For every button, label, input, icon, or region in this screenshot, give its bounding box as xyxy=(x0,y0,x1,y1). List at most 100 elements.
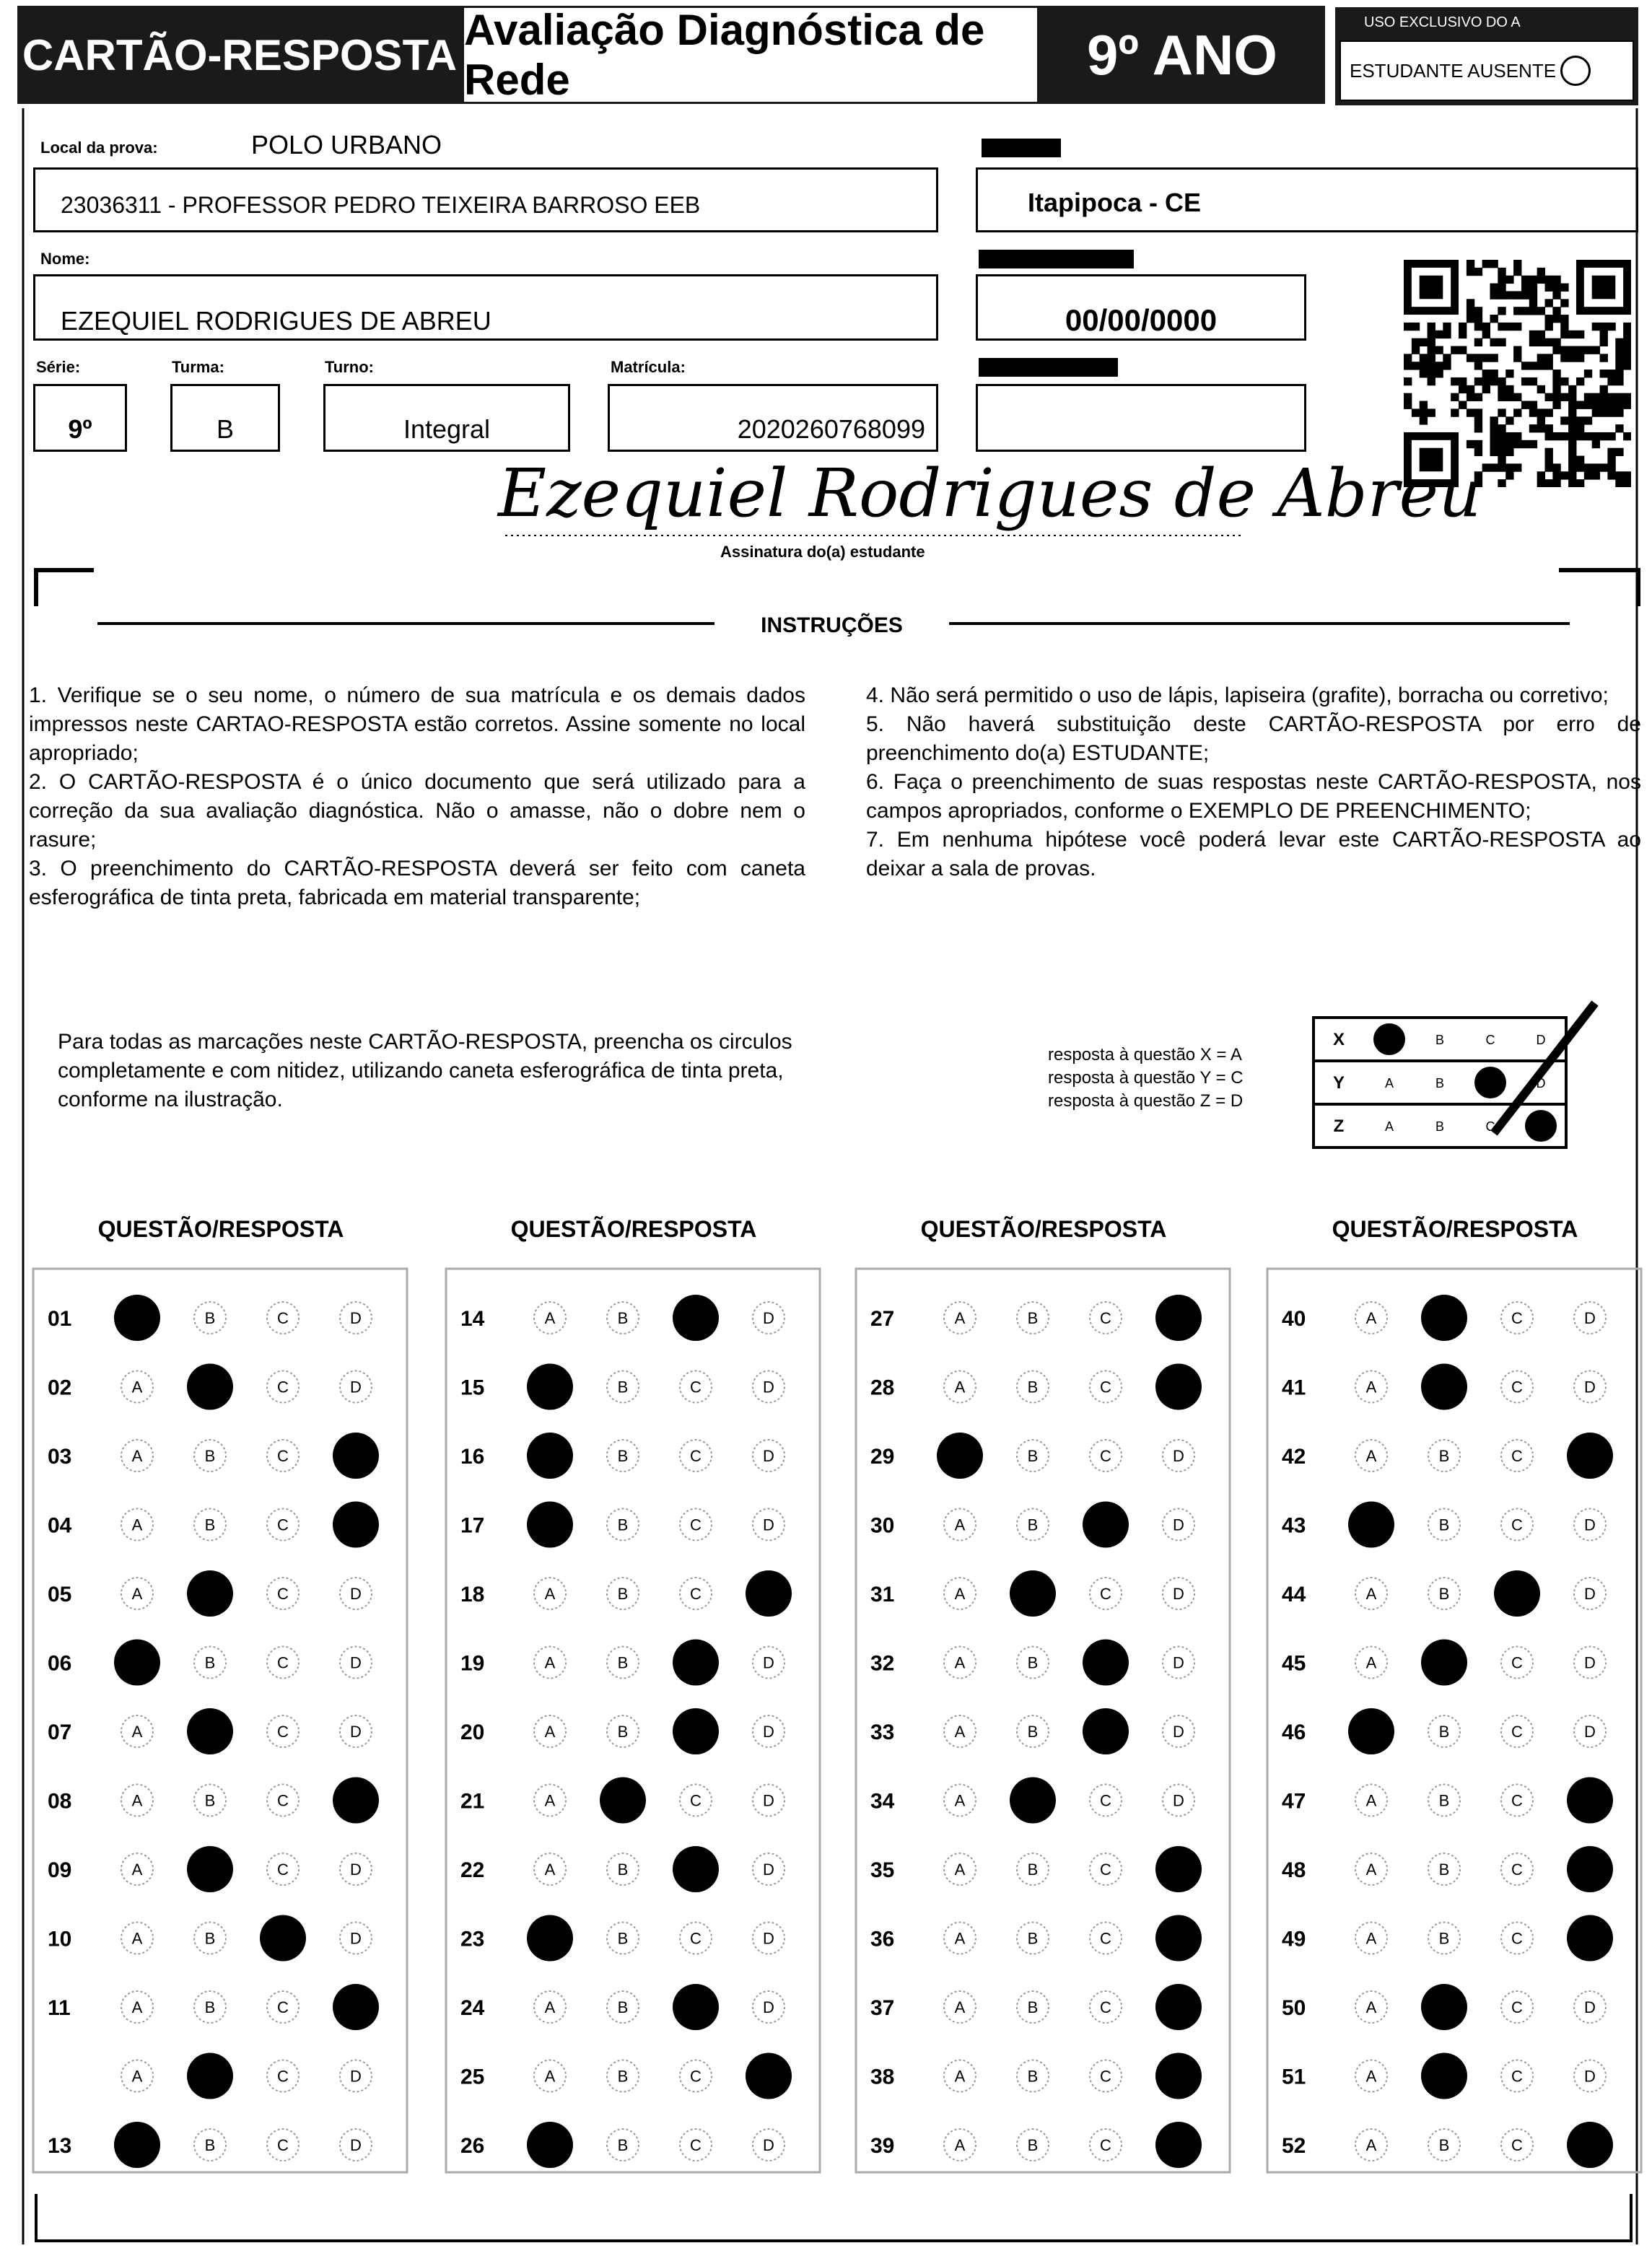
answer-bubble[interactable] xyxy=(533,1645,567,1679)
answer-bubble[interactable] xyxy=(193,1645,227,1679)
answer-bubble[interactable] xyxy=(679,1921,712,1955)
answer-bubble[interactable] xyxy=(1016,2128,1049,2161)
answer-bubble[interactable] xyxy=(1355,1921,1388,1955)
answer-bubble[interactable] xyxy=(1500,1990,1534,2024)
answer-bubble[interactable] xyxy=(606,1990,639,2024)
answer-bubble[interactable] xyxy=(1016,2059,1049,2093)
answer-bubble[interactable] xyxy=(533,1301,567,1334)
answer-bubble[interactable] xyxy=(752,1301,785,1334)
answer-bubble[interactable] xyxy=(606,1301,639,1334)
answer-bubble[interactable] xyxy=(679,1439,712,1472)
answer-bubble[interactable] xyxy=(1016,1439,1049,1472)
answer-bubble[interactable] xyxy=(1162,1645,1195,1679)
answer-bubble[interactable] xyxy=(1162,1577,1195,1610)
answer-bubble[interactable] xyxy=(943,1577,976,1610)
answer-bubble[interactable] xyxy=(121,1990,154,2024)
answer-bubble[interactable] xyxy=(606,1645,639,1679)
answer-bubble[interactable] xyxy=(1355,1853,1388,1886)
answer-bubble[interactable] xyxy=(752,1990,785,2024)
answer-bubble[interactable] xyxy=(1016,1990,1049,2024)
answer-bubble[interactable] xyxy=(121,1508,154,1542)
answer-bubble[interactable] xyxy=(1573,1990,1607,2024)
answer-bubble[interactable] xyxy=(943,2128,976,2161)
answer-bubble[interactable] xyxy=(193,1439,227,1472)
answer-bubble[interactable] xyxy=(339,1921,372,1955)
answer-bubble[interactable] xyxy=(1573,1301,1607,1334)
answer-bubble[interactable] xyxy=(679,1508,712,1542)
answer-bubble[interactable] xyxy=(266,1645,300,1679)
answer-bubble[interactable] xyxy=(1500,1301,1534,1334)
answer-bubble[interactable] xyxy=(606,1715,639,1748)
answer-bubble[interactable] xyxy=(1573,1715,1607,1748)
answer-bubble[interactable] xyxy=(1355,1439,1388,1472)
answer-bubble[interactable] xyxy=(1500,2128,1534,2161)
answer-bubble[interactable] xyxy=(1162,1715,1195,1748)
answer-bubble[interactable] xyxy=(193,1508,227,1542)
answer-bubble[interactable] xyxy=(193,2128,227,2161)
answer-bubble[interactable] xyxy=(1573,2059,1607,2093)
answer-bubble[interactable] xyxy=(943,1715,976,1748)
answer-bubble[interactable] xyxy=(1016,1645,1049,1679)
answer-bubble[interactable] xyxy=(1016,1715,1049,1748)
answer-bubble[interactable] xyxy=(121,1715,154,1748)
answer-bubble[interactable] xyxy=(266,1783,300,1817)
answer-bubble[interactable] xyxy=(606,2059,639,2093)
answer-bubble[interactable] xyxy=(606,1577,639,1610)
answer-bubble[interactable] xyxy=(121,2059,154,2093)
answer-bubble[interactable] xyxy=(679,1783,712,1817)
answer-bubble[interactable] xyxy=(606,2128,639,2161)
answer-bubble[interactable] xyxy=(1428,1853,1461,1886)
answer-bubble[interactable] xyxy=(1500,1783,1534,1817)
answer-bubble[interactable] xyxy=(1500,1853,1534,1886)
answer-bubble[interactable] xyxy=(1428,1715,1461,1748)
answer-bubble[interactable] xyxy=(606,1439,639,1472)
answer-bubble[interactable] xyxy=(1016,1921,1049,1955)
answer-bubble[interactable] xyxy=(1355,1577,1388,1610)
answer-bubble[interactable] xyxy=(679,2059,712,2093)
answer-bubble[interactable] xyxy=(943,1990,976,2024)
answer-bubble[interactable] xyxy=(1355,1301,1388,1334)
answer-bubble[interactable] xyxy=(266,1577,300,1610)
answer-bubble[interactable] xyxy=(193,1783,227,1817)
answer-bubble[interactable] xyxy=(1016,1853,1049,1886)
answer-bubble[interactable] xyxy=(1016,1370,1049,1404)
answer-bubble[interactable] xyxy=(752,1370,785,1404)
answer-bubble[interactable] xyxy=(1355,1783,1388,1817)
answer-bubble[interactable] xyxy=(1428,2128,1461,2161)
answer-bubble[interactable] xyxy=(266,1439,300,1472)
answer-bubble[interactable] xyxy=(121,1783,154,1817)
answer-bubble[interactable] xyxy=(266,1715,300,1748)
answer-bubble[interactable] xyxy=(339,1301,372,1334)
answer-bubble[interactable] xyxy=(752,1783,785,1817)
answer-bubble[interactable] xyxy=(943,1370,976,1404)
answer-bubble[interactable] xyxy=(533,1577,567,1610)
absent-bubble[interactable] xyxy=(1560,56,1591,86)
answer-bubble[interactable] xyxy=(1500,1508,1534,1542)
answer-bubble[interactable] xyxy=(1428,1921,1461,1955)
answer-bubble[interactable] xyxy=(943,1853,976,1886)
answer-bubble[interactable] xyxy=(1089,1370,1122,1404)
answer-bubble[interactable] xyxy=(606,1921,639,1955)
answer-bubble[interactable] xyxy=(193,1301,227,1334)
answer-bubble[interactable] xyxy=(266,2059,300,2093)
answer-bubble[interactable] xyxy=(1162,1439,1195,1472)
answer-bubble[interactable] xyxy=(1500,2059,1534,2093)
answer-bubble[interactable] xyxy=(752,1439,785,1472)
answer-bubble[interactable] xyxy=(266,1853,300,1886)
answer-bubble[interactable] xyxy=(266,2128,300,2161)
answer-bubble[interactable] xyxy=(943,2059,976,2093)
answer-bubble[interactable] xyxy=(339,2128,372,2161)
answer-bubble[interactable] xyxy=(1428,1439,1461,1472)
answer-bubble[interactable] xyxy=(1500,1921,1534,1955)
answer-bubble[interactable] xyxy=(752,1645,785,1679)
answer-bubble[interactable] xyxy=(339,1370,372,1404)
answer-bubble[interactable] xyxy=(121,1577,154,1610)
answer-bubble[interactable] xyxy=(266,1370,300,1404)
answer-bubble[interactable] xyxy=(1089,1439,1122,1472)
answer-bubble[interactable] xyxy=(339,1577,372,1610)
answer-bubble[interactable] xyxy=(266,1301,300,1334)
answer-bubble[interactable] xyxy=(1355,1645,1388,1679)
answer-bubble[interactable] xyxy=(1573,1645,1607,1679)
answer-bubble[interactable] xyxy=(1089,1990,1122,2024)
answer-bubble[interactable] xyxy=(679,2128,712,2161)
